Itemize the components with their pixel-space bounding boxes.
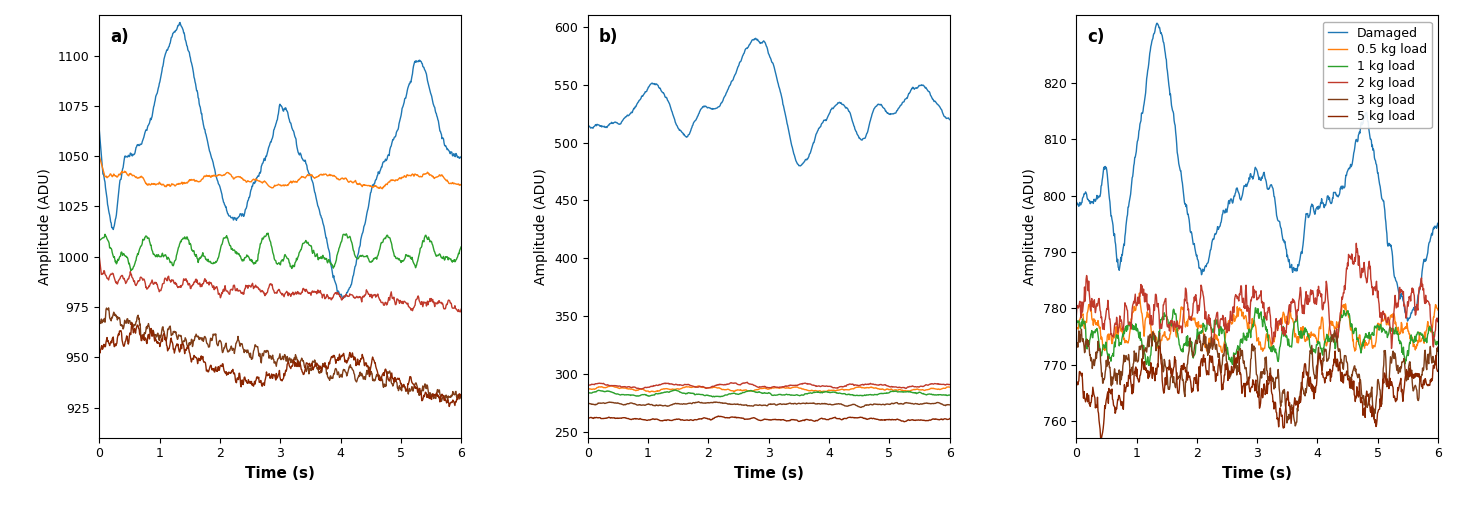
0.5 kg load	[1213, 350, 1231, 356]
3 kg load	[1183, 341, 1200, 347]
5 kg load	[1394, 391, 1412, 398]
0.5 kg load	[1130, 290, 1148, 296]
3 kg load	[1073, 326, 1091, 332]
Line: Damaged: Damaged	[1076, 23, 1438, 321]
X-axis label: Time (s): Time (s)	[1222, 466, 1292, 481]
1 kg load	[1156, 313, 1174, 319]
2 kg load	[1305, 300, 1323, 306]
0.5 kg load	[1394, 326, 1412, 332]
3 kg load	[1156, 363, 1174, 369]
3 kg load	[1067, 343, 1085, 349]
Text: b): b)	[599, 28, 618, 46]
Damaged	[1399, 318, 1416, 324]
5 kg load	[1150, 343, 1168, 349]
3 kg load	[1350, 371, 1368, 377]
5 kg load	[1158, 382, 1175, 388]
Line: 1 kg load: 1 kg load	[1076, 308, 1438, 365]
2 kg load	[1348, 240, 1365, 246]
1 kg load	[1247, 305, 1264, 311]
Text: a): a)	[110, 28, 128, 46]
5 kg load	[1092, 438, 1110, 444]
X-axis label: Time (s): Time (s)	[245, 466, 315, 481]
Line: 2 kg load: 2 kg load	[1076, 243, 1438, 349]
5 kg load	[1171, 386, 1188, 392]
0.5 kg load	[1350, 335, 1368, 342]
2 kg load	[1383, 346, 1400, 352]
Damaged	[1067, 198, 1085, 204]
Damaged	[1148, 20, 1165, 26]
3 kg load	[1169, 374, 1187, 380]
2 kg load	[1429, 317, 1447, 323]
1 kg load	[1183, 344, 1200, 350]
0.5 kg load	[1307, 332, 1324, 338]
2 kg load	[1349, 262, 1367, 268]
1 kg load	[1169, 336, 1187, 343]
3 kg load	[1429, 344, 1447, 350]
5 kg load	[1183, 389, 1200, 395]
Line: 5 kg load: 5 kg load	[1076, 346, 1438, 441]
3 kg load	[1286, 423, 1304, 429]
3 kg load	[1307, 376, 1324, 382]
Damaged	[1183, 229, 1200, 235]
0.5 kg load	[1169, 325, 1187, 331]
Damaged	[1429, 220, 1447, 226]
5 kg load	[1307, 384, 1324, 390]
Y-axis label: Amplitude (ADU): Amplitude (ADU)	[38, 168, 53, 285]
Y-axis label: Amplitude (ADU): Amplitude (ADU)	[534, 168, 549, 285]
Damaged	[1305, 210, 1323, 216]
Damaged	[1169, 160, 1187, 166]
Y-axis label: Amplitude (ADU): Amplitude (ADU)	[1023, 168, 1037, 285]
Line: 3 kg load: 3 kg load	[1076, 329, 1438, 426]
Text: c): c)	[1088, 28, 1104, 46]
5 kg load	[1350, 392, 1368, 399]
5 kg load	[1067, 381, 1085, 387]
2 kg load	[1394, 289, 1412, 295]
2 kg load	[1183, 315, 1200, 321]
2 kg load	[1067, 314, 1085, 320]
Legend: Damaged, 0.5 kg load, 1 kg load, 2 kg load, 3 kg load, 5 kg load: Damaged, 0.5 kg load, 1 kg load, 2 kg lo…	[1323, 21, 1432, 128]
Line: 0.5 kg load: 0.5 kg load	[1076, 293, 1438, 353]
1 kg load	[1350, 342, 1368, 348]
2 kg load	[1156, 298, 1174, 304]
X-axis label: Time (s): Time (s)	[734, 466, 803, 481]
5 kg load	[1429, 368, 1447, 374]
1 kg load	[1307, 348, 1324, 354]
Damaged	[1156, 50, 1174, 56]
0.5 kg load	[1156, 334, 1174, 340]
0.5 kg load	[1429, 307, 1447, 313]
3 kg load	[1394, 358, 1412, 364]
1 kg load	[1394, 344, 1412, 350]
Damaged	[1394, 297, 1412, 303]
Damaged	[1349, 132, 1367, 138]
1 kg load	[1429, 340, 1447, 346]
0.5 kg load	[1183, 316, 1200, 322]
1 kg load	[1140, 362, 1158, 369]
2 kg load	[1169, 322, 1187, 328]
1 kg load	[1067, 325, 1085, 331]
0.5 kg load	[1067, 327, 1085, 333]
